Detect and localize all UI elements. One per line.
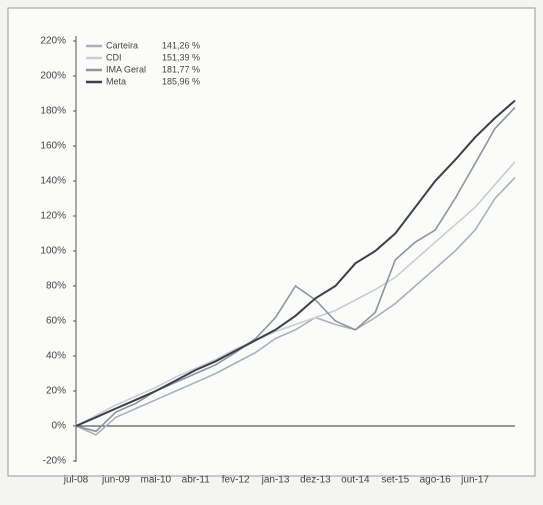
series-line bbox=[75, 106, 516, 433]
y-tick-label: 140% bbox=[40, 176, 66, 187]
legend-value: 151,39 % bbox=[162, 52, 200, 62]
x-tick-label: jan-13 bbox=[261, 475, 290, 486]
y-tick-label: 20% bbox=[46, 386, 66, 397]
y-tick-label: -20% bbox=[43, 456, 66, 467]
legend-value: 181,77 % bbox=[162, 64, 200, 74]
y-tick-label: 120% bbox=[40, 211, 66, 222]
chart-frame bbox=[7, 7, 536, 477]
y-tick-label: 160% bbox=[40, 141, 66, 152]
x-tick-label: jun-09 bbox=[101, 475, 130, 486]
x-tick-label: fev-12 bbox=[222, 475, 250, 486]
y-tick-label: 220% bbox=[40, 36, 66, 47]
legend-label: Carteira bbox=[106, 40, 138, 50]
y-tick-label: 100% bbox=[40, 246, 66, 257]
legend-value: 185,96 % bbox=[162, 76, 200, 86]
legend-label: CDI bbox=[106, 52, 122, 62]
x-tick-label: jul-08 bbox=[63, 475, 89, 486]
series-line bbox=[75, 161, 516, 427]
x-tick-label: ago-16 bbox=[420, 475, 452, 486]
series-line bbox=[75, 99, 516, 427]
y-tick-label: 60% bbox=[46, 316, 66, 327]
x-tick-label: jun-17 bbox=[460, 475, 489, 486]
legend-label: IMA Geral bbox=[106, 64, 146, 74]
y-tick-label: 0% bbox=[52, 421, 67, 432]
x-tick-label: set-15 bbox=[381, 475, 409, 486]
y-tick-label: 80% bbox=[46, 281, 66, 292]
x-tick-label: out-14 bbox=[341, 475, 370, 486]
legend-value: 141,26 % bbox=[162, 40, 200, 50]
y-tick-label: 200% bbox=[40, 71, 66, 82]
x-tick-label: mai-10 bbox=[141, 475, 172, 486]
series-line bbox=[75, 176, 516, 436]
y-tick-label: 180% bbox=[40, 106, 66, 117]
x-tick-label: dez-13 bbox=[300, 475, 331, 486]
x-tick-label: abr-11 bbox=[182, 475, 211, 486]
y-tick-label: 40% bbox=[46, 351, 66, 362]
legend-label: Meta bbox=[106, 76, 126, 86]
